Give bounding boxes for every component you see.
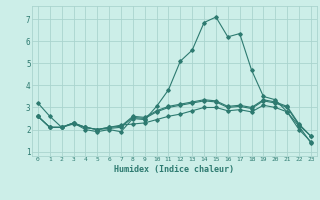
X-axis label: Humidex (Indice chaleur): Humidex (Indice chaleur) <box>115 165 234 174</box>
